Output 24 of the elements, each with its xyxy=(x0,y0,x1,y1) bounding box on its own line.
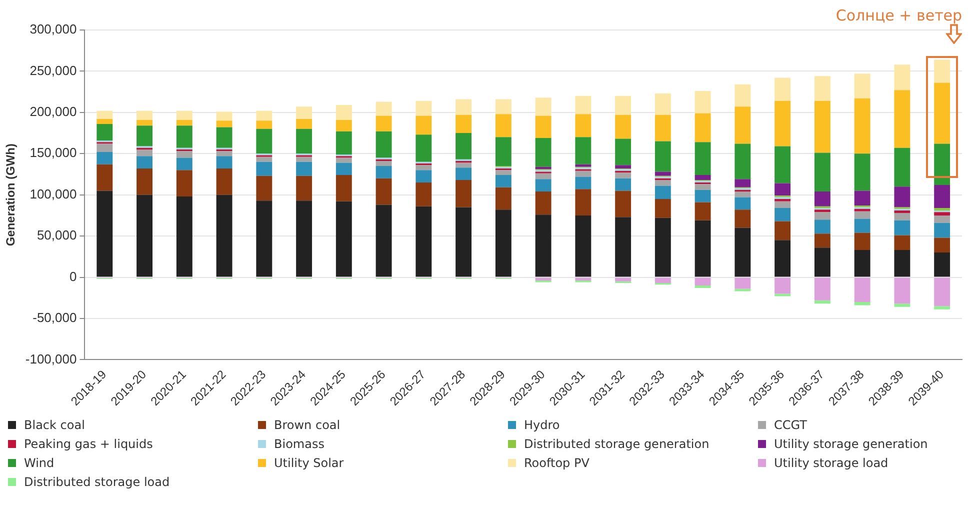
y-tick-label: 200,000 xyxy=(30,104,77,119)
legend-label: Black coal xyxy=(24,418,85,432)
legend-label: Utility storage load xyxy=(774,456,888,470)
legend-label: Distributed storage load xyxy=(24,475,170,489)
y-tick-label: -100,000 xyxy=(25,351,77,366)
legend-label: Wind xyxy=(24,456,54,470)
y-tick-label: -50,000 xyxy=(32,310,77,326)
legend-label: Rooftop PV xyxy=(524,456,590,470)
legend-label: Peaking gas + liquids xyxy=(24,437,153,451)
y-axis-title: Generation (GWh) xyxy=(4,144,18,246)
annotation: Солнце + ветер xyxy=(836,6,962,24)
legend-label: Distributed storage generation xyxy=(524,437,710,451)
y-tick-label: 150,000 xyxy=(30,145,77,160)
legend-label: CCGT xyxy=(774,418,807,432)
legend-label: Utility Solar xyxy=(274,456,344,470)
y-tick-label: 100,000 xyxy=(30,186,77,202)
y-tick-label: 300,000 xyxy=(30,22,77,37)
y-tick-label: 250,000 xyxy=(30,62,77,78)
legend-label: Utility storage generation xyxy=(774,437,928,451)
legend-label: Biomass xyxy=(274,437,324,451)
legend-label: Hydro xyxy=(524,418,560,432)
legend-label: Brown coal xyxy=(274,418,340,432)
y-tick-label: 0 xyxy=(69,268,77,284)
y-tick-label: 50,000 xyxy=(36,228,77,243)
